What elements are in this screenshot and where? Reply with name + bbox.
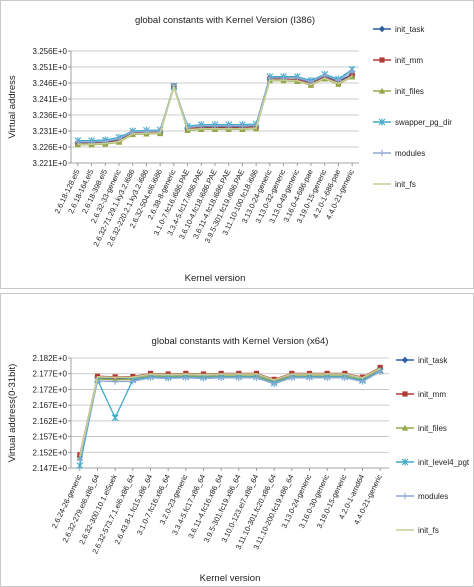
y-tick-label: 2.182E+0 <box>33 354 68 363</box>
chart-panel-i386: global constants with Kernel Version (I3… <box>0 0 474 289</box>
y-tick-label: 3.236E+0 <box>33 111 68 120</box>
legend-label: init_files <box>418 424 447 433</box>
legend-label: init_files <box>395 87 424 96</box>
legend-entry: modules <box>396 492 448 501</box>
series-line <box>79 368 381 458</box>
legend-marker <box>378 25 386 33</box>
data-point <box>164 375 172 382</box>
legend-entry: init_files <box>396 424 447 433</box>
legend-label: init_fs <box>418 526 439 535</box>
series-line <box>79 370 381 466</box>
legend-marker <box>379 57 385 63</box>
legend-entry: init_task <box>373 25 425 34</box>
y-tick-label: 3.251E+0 <box>33 63 68 72</box>
y-tick-label: 2.162E+0 <box>33 417 68 426</box>
series-init-fs <box>79 367 381 457</box>
data-point <box>335 77 342 84</box>
data-point <box>147 374 154 381</box>
data-point <box>111 378 119 385</box>
chart-x64-svg: global constants with Kernel Version (x6… <box>7 336 470 584</box>
legend-entry: init_task <box>396 356 448 365</box>
legend-label: init_mm <box>395 56 423 65</box>
y-tick-label: 2.152E+0 <box>33 448 68 457</box>
y-axis-label: Virtual address <box>7 75 18 138</box>
legend-entry: init_files <box>373 87 424 96</box>
data-point <box>323 374 331 381</box>
legend-entry: init_fs <box>373 180 416 189</box>
data-point <box>111 414 119 422</box>
legend-entry: init_level4_pgt <box>396 458 470 467</box>
series-line <box>79 369 381 459</box>
data-point <box>270 380 278 387</box>
legend-label: modules <box>395 149 425 158</box>
legend-marker <box>401 458 409 466</box>
data-point <box>74 138 82 146</box>
legend-entry: swapper_pg_dir <box>373 118 452 127</box>
legend-label: init_level4_pgt <box>418 458 470 467</box>
series-init-fs <box>77 75 353 145</box>
legend-entry: init_fs <box>396 526 439 535</box>
chart-title: global constants with Kernel Version (x6… <box>152 336 329 347</box>
series-line <box>79 367 381 457</box>
series-modules <box>76 368 384 464</box>
legend-label: init_mm <box>418 390 446 399</box>
y-tick-label: 3.246E+0 <box>33 79 68 88</box>
legend-entry: init_mm <box>373 56 423 65</box>
legend-entry: init_mm <box>396 390 446 399</box>
legend-marker <box>401 424 409 431</box>
legend-label: modules <box>418 492 448 501</box>
series-init-files <box>74 73 356 148</box>
chart-panel-x64: global constants with Kernel Version (x6… <box>0 293 474 587</box>
legend-label: init_task <box>418 356 448 365</box>
y-tick-label: 3.221E+0 <box>33 159 68 168</box>
data-point <box>306 374 313 381</box>
data-point <box>217 374 225 381</box>
data-point <box>348 68 356 75</box>
data-point <box>182 374 190 381</box>
y-tick-label: 3.231E+0 <box>33 127 68 136</box>
y-tick-label: 3.226E+0 <box>33 143 68 152</box>
legend-entry: modules <box>373 149 425 158</box>
legend-marker <box>378 118 386 126</box>
x-axis-label: Kernel version <box>200 573 261 584</box>
data-point <box>341 374 349 381</box>
legend-marker <box>401 356 409 364</box>
legend-marker <box>378 149 386 157</box>
data-point <box>376 368 384 376</box>
data-point <box>288 374 296 381</box>
data-point <box>253 374 260 381</box>
legend-marker <box>378 87 386 94</box>
y-tick-label: 2.157E+0 <box>33 433 68 442</box>
y-axis-label: Virtual address(0-31bit) <box>7 364 18 463</box>
data-point <box>359 378 366 385</box>
series-init-level4-pgt <box>76 367 384 469</box>
series-line <box>79 366 381 455</box>
data-point <box>235 374 243 381</box>
y-tick-label: 2.177E+0 <box>33 370 68 379</box>
legend-marker <box>401 492 409 500</box>
legend-label: init_fs <box>395 180 416 189</box>
data-point <box>200 375 207 382</box>
chart-title: global constants with Kernel Version (I3… <box>135 15 315 26</box>
y-tick-label: 2.167E+0 <box>33 401 68 410</box>
y-tick-label: 3.241E+0 <box>33 95 68 104</box>
data-point <box>129 378 137 385</box>
legend-marker <box>402 391 408 397</box>
series-line <box>77 75 353 145</box>
chart-i386-svg: global constants with Kernel Version (I3… <box>7 15 452 284</box>
data-point <box>76 456 84 464</box>
y-tick-label: 3.256E+0 <box>33 47 68 56</box>
y-tick-label: 2.172E+0 <box>33 385 68 394</box>
series-swapper-pg-dir <box>74 65 356 145</box>
x-axis-label: Kernel version <box>185 273 246 284</box>
series-line <box>79 371 381 461</box>
y-tick-label: 2.147E+0 <box>33 464 68 473</box>
legend-label: swapper_pg_dir <box>395 118 452 127</box>
legend-label: init_task <box>395 25 425 34</box>
